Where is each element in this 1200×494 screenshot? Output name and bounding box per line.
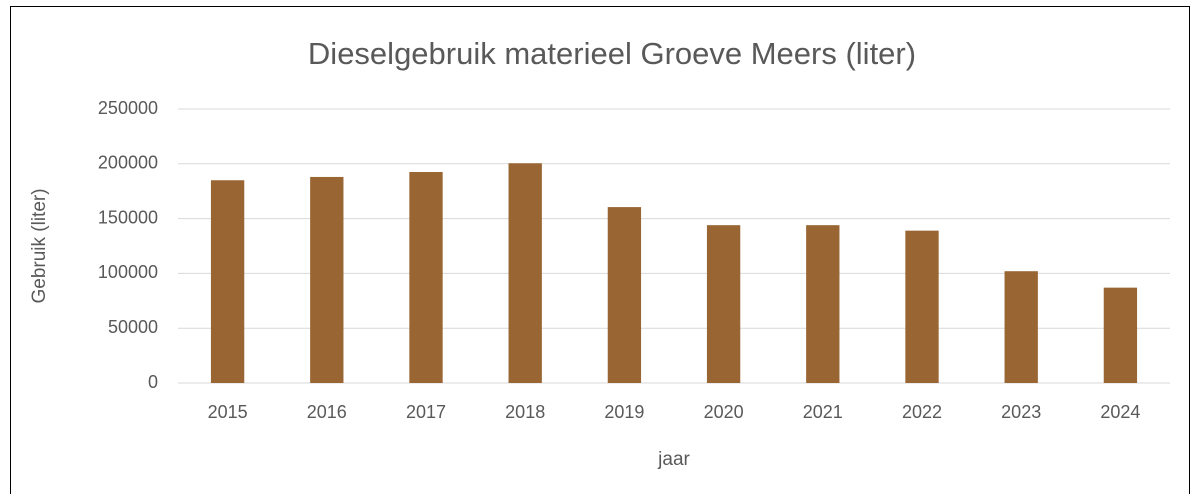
chart-frame bbox=[10, 6, 1190, 494]
y-axis-label: Gebruik (liter) bbox=[29, 188, 50, 303]
bar bbox=[1103, 287, 1138, 383]
bar bbox=[310, 176, 344, 383]
bar bbox=[806, 225, 840, 383]
y-tick-label: 200000 bbox=[98, 153, 158, 173]
x-tick-label: 2022 bbox=[902, 402, 942, 422]
x-tick-label: 2023 bbox=[1001, 402, 1041, 422]
y-tick-label: 250000 bbox=[98, 98, 158, 118]
x-tick-label: 2024 bbox=[1100, 402, 1140, 422]
x-tick-label: 2018 bbox=[505, 402, 545, 422]
x-tick-label: 2020 bbox=[704, 402, 744, 422]
x-tick-label: 2021 bbox=[803, 402, 843, 422]
bar bbox=[1004, 271, 1038, 383]
bar bbox=[706, 225, 741, 383]
bar bbox=[409, 172, 443, 383]
bar bbox=[210, 180, 245, 383]
x-tick-label: 2015 bbox=[208, 402, 248, 422]
x-tick-label: 2017 bbox=[406, 402, 446, 422]
y-tick-label: 50000 bbox=[108, 317, 158, 337]
bar bbox=[905, 230, 939, 383]
chart-title: Dieselgebruik materieel Groeve Meers (li… bbox=[308, 36, 916, 71]
y-tick-label: 100000 bbox=[98, 262, 158, 282]
y-tick-label: 150000 bbox=[98, 207, 158, 227]
y-tick-label: 0 bbox=[148, 372, 158, 392]
x-axis-label: jaar bbox=[657, 449, 690, 470]
x-tick-label: 2016 bbox=[307, 402, 347, 422]
x-tick-label: 2019 bbox=[604, 402, 644, 422]
bar bbox=[508, 163, 542, 383]
bar bbox=[607, 207, 642, 383]
